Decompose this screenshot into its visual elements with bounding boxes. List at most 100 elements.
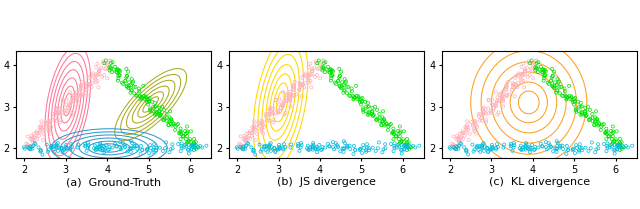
Point <box>388 131 398 135</box>
Point <box>323 142 333 145</box>
Point <box>36 124 46 127</box>
Point <box>545 145 556 148</box>
Point <box>94 69 104 73</box>
Point <box>333 79 344 82</box>
Point <box>103 148 113 152</box>
Point <box>262 150 273 154</box>
Point <box>581 114 591 117</box>
Point <box>76 95 86 98</box>
Point <box>64 103 74 106</box>
Point <box>117 81 127 84</box>
Point <box>481 121 491 124</box>
Point <box>237 147 248 150</box>
Point <box>498 105 508 108</box>
Point <box>99 145 109 148</box>
Point <box>102 77 113 80</box>
Point <box>509 143 520 147</box>
Point <box>461 150 472 153</box>
Point <box>306 73 316 76</box>
Point <box>377 120 387 123</box>
Point <box>328 70 338 73</box>
Point <box>49 144 59 148</box>
X-axis label: (a)  Ground-Truth: (a) Ground-Truth <box>66 177 161 187</box>
Point <box>45 124 55 127</box>
Point <box>588 116 598 119</box>
Point <box>396 140 406 143</box>
Point <box>333 145 343 148</box>
Point <box>521 143 531 147</box>
Point <box>167 143 177 146</box>
Point <box>275 147 285 150</box>
Point <box>28 147 38 150</box>
Point <box>99 150 109 154</box>
Point <box>494 93 504 97</box>
Point <box>606 132 616 136</box>
Point <box>128 80 138 83</box>
Point <box>278 148 288 151</box>
Point <box>577 110 588 113</box>
Point <box>324 69 335 72</box>
Point <box>395 141 405 144</box>
Point <box>113 68 123 71</box>
Point <box>182 135 192 138</box>
Point <box>176 133 186 136</box>
Point <box>91 73 101 76</box>
Point <box>304 81 314 84</box>
Point <box>83 143 93 147</box>
Point <box>152 110 162 113</box>
Point <box>175 138 186 141</box>
Point <box>345 147 355 151</box>
Point <box>155 114 165 117</box>
Point <box>367 114 378 117</box>
Point <box>241 144 252 147</box>
Point <box>492 99 502 103</box>
Point <box>564 94 575 98</box>
Point <box>304 73 314 76</box>
Point <box>165 119 175 123</box>
Point <box>26 137 36 140</box>
Point <box>317 65 328 69</box>
Point <box>181 142 191 146</box>
Point <box>249 120 259 123</box>
Point <box>102 62 112 65</box>
Point <box>391 134 401 138</box>
Point <box>328 74 338 77</box>
Point <box>35 126 45 129</box>
Point <box>264 146 275 150</box>
Point <box>46 146 56 149</box>
Point <box>380 147 390 150</box>
Point <box>257 120 268 123</box>
Point <box>76 93 86 97</box>
Point <box>183 148 193 152</box>
Point <box>569 103 579 106</box>
Point <box>546 79 556 83</box>
Point <box>544 82 554 85</box>
Point <box>612 140 622 143</box>
Point <box>549 86 559 89</box>
Point <box>448 145 458 149</box>
Point <box>108 61 118 64</box>
Point <box>590 120 600 123</box>
Point <box>508 83 518 87</box>
Point <box>66 143 76 146</box>
Point <box>487 98 497 101</box>
Point <box>98 147 108 150</box>
Point <box>123 70 133 73</box>
Point <box>145 143 156 147</box>
Point <box>81 149 92 152</box>
Point <box>484 148 495 152</box>
Point <box>262 119 272 122</box>
Point <box>112 71 122 74</box>
Point <box>52 108 62 111</box>
Point <box>569 100 579 103</box>
Point <box>400 144 410 147</box>
Point <box>319 61 329 65</box>
Point <box>548 74 558 78</box>
Point <box>374 112 385 116</box>
Point <box>72 105 83 108</box>
Point <box>342 145 353 148</box>
Point <box>391 135 401 138</box>
Point <box>593 147 604 150</box>
Point <box>575 113 586 116</box>
Point <box>70 92 80 95</box>
